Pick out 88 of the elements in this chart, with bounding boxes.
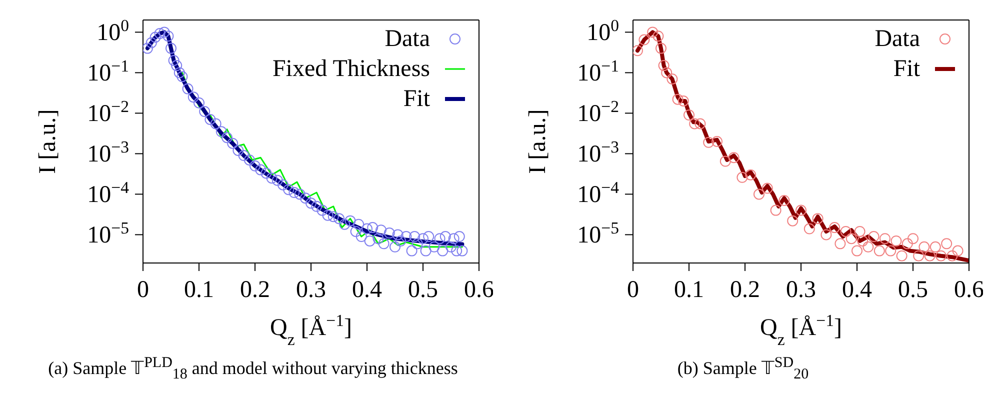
- y-tick-label: 10$^{−1}$: [577, 56, 619, 87]
- y-tick-label: 10$^{−3}$: [577, 137, 619, 168]
- point: [778, 194, 790, 206]
- point: [666, 73, 678, 84]
- point: [829, 222, 840, 234]
- point: [812, 213, 824, 224]
- x-tick-label: 0.5: [898, 277, 928, 303]
- point: [684, 110, 694, 121]
- x-tick-label: 0.3: [296, 277, 326, 303]
- point: [924, 250, 936, 262]
- x-tick-label: 0.4: [352, 277, 382, 303]
- x-axis-title: Q$_{z}$ [Å$^{−1}$]: [270, 310, 352, 348]
- point: [896, 250, 908, 262]
- x-tick-label: 0.4: [842, 277, 872, 303]
- y-tick-label: 10$^{−2}$: [577, 96, 619, 128]
- point: [941, 238, 952, 250]
- legend-label: Data: [874, 25, 920, 54]
- point: [804, 223, 815, 234]
- y-tick-label: 10$^{−1}$: [87, 56, 129, 87]
- point: [720, 156, 731, 167]
- y-tick-label: 10$^{0}$: [586, 16, 619, 46]
- x-tick-label: 0.2: [730, 277, 760, 303]
- point: [854, 226, 866, 237]
- point: [820, 229, 832, 240]
- x-tick-label: 0.1: [184, 277, 214, 303]
- point: [918, 241, 930, 252]
- point: [913, 250, 924, 262]
- point: [689, 118, 700, 130]
- y-axis-title: I [a.u.]: [35, 109, 61, 174]
- y-tick-label: 10$^{−3}$: [87, 137, 129, 168]
- legend-label: Fit: [893, 55, 920, 84]
- x-axis-title: Q$_{z}$ [Å$^{−1}$]: [760, 310, 842, 348]
- point: [902, 238, 913, 250]
- point: [952, 245, 964, 256]
- point: [908, 233, 918, 244]
- y-tick-label: 10$^{0}$: [96, 16, 129, 46]
- text: (a) Sample 𝕋$^{PLD}$$_{18}$ and model without varying thickness: [48, 355, 458, 384]
- x-tick-label: 0: [137, 277, 149, 303]
- point: [857, 235, 868, 246]
- point: [672, 94, 684, 105]
- point: [885, 245, 896, 256]
- point: [770, 204, 782, 216]
- y-tick-label: 10$^{−4}$: [577, 178, 620, 208]
- point: [647, 26, 658, 38]
- point: [840, 226, 852, 237]
- y-tick-label: 10$^{−5}$: [577, 218, 619, 249]
- legend-label: Fixed Thickness: [272, 55, 430, 84]
- point: [728, 152, 740, 164]
- point: [652, 30, 664, 42]
- point: [834, 238, 846, 250]
- point: [754, 188, 764, 200]
- x-tick-label: 0.5: [408, 277, 438, 303]
- point: [736, 172, 748, 183]
- x-tick-label: 0: [627, 277, 639, 303]
- legend-label: Fit: [403, 85, 430, 114]
- y-tick-label: 10$^{−4}$: [87, 178, 130, 208]
- point: [936, 250, 946, 262]
- y-tick-label: 10$^{−2}$: [87, 96, 129, 128]
- point: [846, 233, 857, 244]
- point: [930, 241, 941, 252]
- point: [703, 136, 714, 148]
- x-tick-label: 0.2: [240, 277, 270, 303]
- x-tick-label: 0.3: [786, 277, 816, 303]
- point: [638, 34, 650, 46]
- point: [661, 67, 672, 78]
- point: [874, 245, 885, 256]
- x-tick-label: 0.1: [674, 277, 704, 303]
- point: [762, 182, 773, 194]
- point: [852, 245, 862, 256]
- point: [880, 233, 890, 244]
- point: [694, 118, 706, 130]
- point: [868, 231, 880, 242]
- point: [658, 60, 670, 72]
- x-tick-label: 0.6: [954, 277, 984, 303]
- point: [946, 250, 958, 262]
- point: [890, 235, 902, 246]
- point: [862, 241, 874, 252]
- point: [712, 136, 722, 147]
- point: [745, 169, 756, 180]
- y-tick-label: 10$^{−5}$: [87, 218, 129, 249]
- point: [633, 45, 643, 56]
- point: [678, 96, 689, 106]
- y-axis-title: I [a.u.]: [525, 109, 551, 174]
- point: [656, 42, 666, 54]
- point: [796, 204, 806, 216]
- point: [787, 215, 798, 226]
- x-tick-label: 0.6: [464, 277, 494, 303]
- legend-label: Data: [384, 25, 430, 54]
